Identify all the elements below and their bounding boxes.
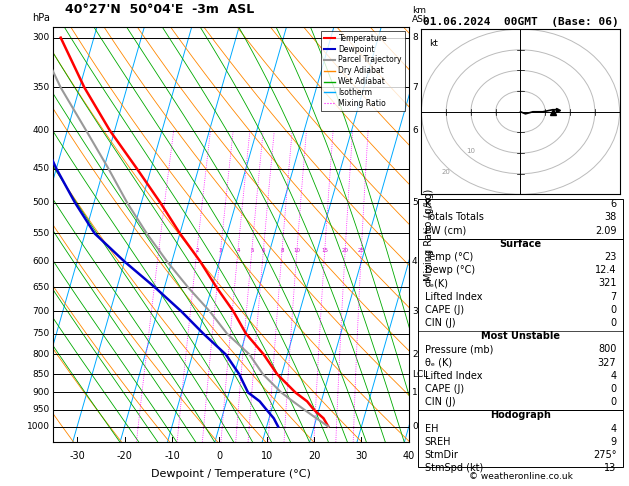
Text: 8: 8 [281, 248, 284, 253]
Text: Totals Totals: Totals Totals [425, 212, 484, 223]
Text: 20: 20 [342, 248, 348, 253]
Text: 23: 23 [604, 252, 616, 262]
Text: Surface: Surface [499, 239, 542, 249]
Text: 4: 4 [610, 423, 616, 434]
Text: 20: 20 [308, 451, 320, 461]
Text: 0: 0 [610, 318, 616, 328]
Text: 500: 500 [33, 198, 50, 207]
Text: 3: 3 [219, 248, 222, 253]
Text: θₑ (K): θₑ (K) [425, 358, 452, 367]
Text: Dewpoint / Temperature (°C): Dewpoint / Temperature (°C) [151, 469, 311, 479]
Text: 5: 5 [250, 248, 253, 253]
Text: 6: 6 [412, 126, 418, 135]
Text: 0: 0 [610, 305, 616, 315]
Text: 0: 0 [412, 422, 418, 431]
Text: 750: 750 [33, 329, 50, 338]
Text: 40°27'N  50°04'E  -3m  ASL: 40°27'N 50°04'E -3m ASL [65, 3, 255, 17]
Text: 950: 950 [33, 405, 50, 415]
Text: 1: 1 [157, 248, 160, 253]
Text: 5: 5 [412, 198, 418, 207]
Legend: Temperature, Dewpoint, Parcel Trajectory, Dry Adiabat, Wet Adiabat, Isotherm, Mi: Temperature, Dewpoint, Parcel Trajectory… [321, 31, 405, 111]
Text: kt: kt [429, 39, 438, 49]
Text: 300: 300 [33, 33, 50, 42]
Text: 6: 6 [262, 248, 265, 253]
Text: 4: 4 [237, 248, 240, 253]
Text: 2: 2 [412, 350, 418, 359]
Text: 30: 30 [355, 451, 367, 461]
Text: 1000: 1000 [27, 422, 50, 431]
Text: Pressure (mb): Pressure (mb) [425, 345, 493, 354]
Text: 2.09: 2.09 [595, 226, 616, 236]
Text: -30: -30 [69, 451, 85, 461]
Text: StmSpd (kt): StmSpd (kt) [425, 463, 483, 473]
Text: 550: 550 [33, 229, 50, 238]
Text: 3: 3 [412, 307, 418, 316]
Text: StmDir: StmDir [425, 450, 459, 460]
Text: Hodograph: Hodograph [490, 410, 551, 420]
Text: 450: 450 [33, 164, 50, 173]
Text: 10: 10 [260, 451, 273, 461]
Text: 900: 900 [33, 388, 50, 397]
Text: 13: 13 [604, 463, 616, 473]
Text: 700: 700 [33, 307, 50, 316]
Text: 6: 6 [610, 199, 616, 209]
Text: 10: 10 [293, 248, 301, 253]
Text: 600: 600 [33, 257, 50, 266]
Text: Most Unstable: Most Unstable [481, 331, 560, 341]
Text: 8: 8 [412, 33, 418, 42]
Text: K: K [425, 199, 431, 209]
Text: 7: 7 [412, 83, 418, 92]
Text: SREH: SREH [425, 437, 451, 447]
Text: Lifted Index: Lifted Index [425, 371, 482, 381]
Text: Mixing Ratio (g/kg): Mixing Ratio (g/kg) [424, 189, 434, 280]
Text: θₑ(K): θₑ(K) [425, 278, 448, 288]
Text: 0: 0 [610, 397, 616, 407]
Text: © weatheronline.co.uk: © weatheronline.co.uk [469, 472, 572, 481]
Text: 327: 327 [598, 358, 616, 367]
Text: 10: 10 [467, 148, 476, 154]
Text: CAPE (J): CAPE (J) [425, 305, 464, 315]
Text: Dewp (°C): Dewp (°C) [425, 265, 475, 275]
Text: 0: 0 [610, 384, 616, 394]
Text: 850: 850 [33, 369, 50, 379]
Text: 9: 9 [610, 437, 616, 447]
Text: 400: 400 [33, 126, 50, 135]
Text: 650: 650 [33, 283, 50, 292]
Text: 7: 7 [610, 292, 616, 302]
Text: 12.4: 12.4 [595, 265, 616, 275]
Text: 275°: 275° [593, 450, 616, 460]
Text: 01.06.2024  00GMT  (Base: 06): 01.06.2024 00GMT (Base: 06) [423, 17, 618, 27]
Text: Temp (°C): Temp (°C) [425, 252, 473, 262]
Text: Lifted Index: Lifted Index [425, 292, 482, 302]
Text: 800: 800 [33, 350, 50, 359]
Text: LCL: LCL [412, 369, 428, 379]
Text: 321: 321 [598, 278, 616, 288]
Text: 800: 800 [598, 345, 616, 354]
Text: km
ASL: km ASL [412, 6, 429, 24]
Text: 1: 1 [412, 388, 418, 397]
Text: -20: -20 [116, 451, 133, 461]
Text: 25: 25 [358, 248, 365, 253]
Text: CIN (J): CIN (J) [425, 318, 455, 328]
Text: 0: 0 [216, 451, 223, 461]
Text: 2: 2 [195, 248, 199, 253]
Text: 15: 15 [321, 248, 328, 253]
Text: CAPE (J): CAPE (J) [425, 384, 464, 394]
Text: 38: 38 [604, 212, 616, 223]
Text: 4: 4 [412, 257, 418, 266]
Text: 40: 40 [403, 451, 415, 461]
Text: 4: 4 [610, 371, 616, 381]
Text: 350: 350 [33, 83, 50, 92]
Text: CIN (J): CIN (J) [425, 397, 455, 407]
Text: EH: EH [425, 423, 438, 434]
Text: PW (cm): PW (cm) [425, 226, 466, 236]
Text: 20: 20 [442, 169, 450, 175]
Text: -10: -10 [164, 451, 180, 461]
Text: hPa: hPa [32, 13, 50, 22]
